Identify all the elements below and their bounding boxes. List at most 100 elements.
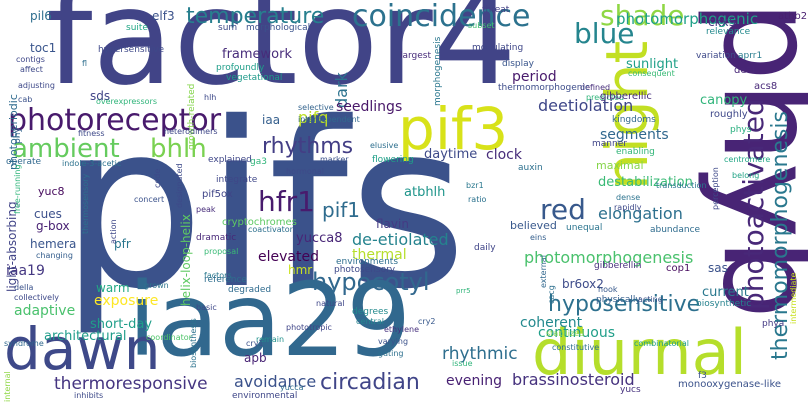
word-temperature: temperature <box>186 4 325 29</box>
word-free-running: free-running <box>13 164 22 214</box>
word-phys: phys <box>730 125 752 135</box>
word-bzr1: bzr1 <box>466 181 484 190</box>
word-defined: defined <box>580 83 611 92</box>
word-clock: clock <box>486 147 522 163</box>
word-photoreceptor: photoreceptor <box>8 103 222 138</box>
word-rhythmic: rhythmic <box>442 344 518 364</box>
word-abundance: abundance <box>650 225 701 235</box>
word-brassinosteroid: brassinosteroid <box>512 370 635 389</box>
word-morphological: morphological <box>246 23 311 33</box>
word-constitutive: constitutive <box>552 343 600 352</box>
word-yucca: yucca <box>280 383 304 392</box>
word-perception: perception <box>711 167 720 210</box>
word-sunlight: sunlight <box>626 57 679 72</box>
word-marker: marker <box>320 155 349 164</box>
word-hmr: hmr <box>288 263 313 277</box>
word-subset: subset <box>468 21 495 30</box>
word-pil6: pil6 <box>30 9 52 23</box>
word-threat: threat <box>482 5 510 15</box>
word-atbhlh: atbhlh <box>404 185 446 200</box>
word-dawn: dawn <box>4 315 161 383</box>
word-diurnal: diurnal <box>532 316 747 389</box>
word-hemera: hemera <box>30 237 77 251</box>
word-iaa: iaa <box>262 113 281 127</box>
word-enabling: enabling <box>616 147 655 157</box>
word-pif5ox: pif5ox <box>202 189 233 200</box>
word-br6ox2: br6ox2 <box>562 277 604 291</box>
word-hyposensitive: hyposensitive <box>548 292 701 317</box>
word-shade: shade <box>600 0 685 32</box>
word-phy: phy <box>13 127 23 144</box>
word-code: code <box>153 168 162 188</box>
word-cry2: cry2 <box>418 317 436 326</box>
word-photomorphogenesis: photomorphogenesis <box>524 248 694 267</box>
word-pifq: pifq <box>298 108 329 127</box>
word-concert: concert <box>134 195 165 204</box>
word-ratio: ratio <box>468 195 487 204</box>
word-pif3: pif3 <box>398 95 509 163</box>
word-modulating: modulating <box>472 43 524 53</box>
word-acting: acting <box>638 295 663 304</box>
word-largest: largest <box>400 51 432 61</box>
word-display: display <box>502 59 534 69</box>
word-phya: phya <box>762 319 785 329</box>
word-sds: sds <box>90 89 111 103</box>
word-remain: remain <box>256 335 285 344</box>
word-aprr1: aprr1 <box>738 51 763 61</box>
word-affect: affect <box>20 65 43 74</box>
word-thermosensory: thermosensory <box>81 173 90 234</box>
word-collectively: collectively <box>14 293 60 302</box>
word-de-etiolated: de-etiolated <box>352 230 449 249</box>
word-eins: eins <box>530 233 547 242</box>
word-period: period <box>512 69 557 85</box>
word-short-day: short-day <box>90 317 153 332</box>
word-acs8: acs8 <box>754 81 778 92</box>
word-profoundly: profoundly <box>216 63 265 73</box>
word-hypersensitive: hypersensitive <box>98 45 164 55</box>
word-hypocotyl: hypocotyl <box>312 268 430 296</box>
word-pifs: pifs <box>60 73 468 339</box>
word-f3: f3 <box>698 371 707 381</box>
word-phototropic: phototropic <box>286 323 332 332</box>
word-maximal: maximal <box>596 159 644 172</box>
word-avoidance: avoidance <box>234 372 317 391</box>
word-operate: operate <box>6 157 42 167</box>
word-current: current <box>702 285 749 300</box>
word-interdependent: interdependent <box>298 115 360 124</box>
word-sum: sum <box>218 23 238 33</box>
word-issue: issue <box>452 359 473 368</box>
word-flowering: flowering <box>372 155 414 165</box>
word-physically: physically <box>596 295 641 305</box>
word-varying: varying <box>378 337 409 346</box>
word-athb2: athb2 <box>778 11 808 22</box>
word-yuc8: yuc8 <box>38 185 65 198</box>
word-degraded: degraded <box>228 285 272 295</box>
word-adjusting: adjusting <box>18 81 55 90</box>
word-reference: reference <box>204 275 247 285</box>
word-circadian: circadian <box>320 370 420 395</box>
word-biosynthetic: biosynthetic <box>696 299 752 309</box>
word-vegetational: vegetational <box>226 73 283 83</box>
word-monooxygenase-like: monooxygenase-like <box>678 379 782 390</box>
word-roughly: roughly <box>710 109 748 120</box>
word-suite: suite <box>126 23 148 33</box>
word-pfr: pfr <box>114 237 131 251</box>
word-pif1: pif1 <box>322 198 361 222</box>
word-transduction: transduction <box>656 181 707 190</box>
word-coordinator: coordinator <box>146 333 192 342</box>
word-daily: daily <box>474 243 496 253</box>
word-peak: peak <box>196 205 216 214</box>
word-evening: evening <box>446 373 503 389</box>
word-predicted: predicted <box>586 93 624 102</box>
word-inhibits: inhibits <box>74 391 104 400</box>
word-central: central <box>356 317 384 326</box>
word-centromere: centromere <box>724 155 771 164</box>
word-destabilization: destabilization <box>598 175 693 190</box>
word-architectural: architectural <box>44 329 127 344</box>
word-cacg: cacg <box>547 285 556 304</box>
word-daytime: daytime <box>424 147 478 162</box>
word-selective: selective <box>298 103 334 112</box>
word-natural: natural <box>316 299 345 308</box>
word-cues: cues <box>34 207 62 221</box>
